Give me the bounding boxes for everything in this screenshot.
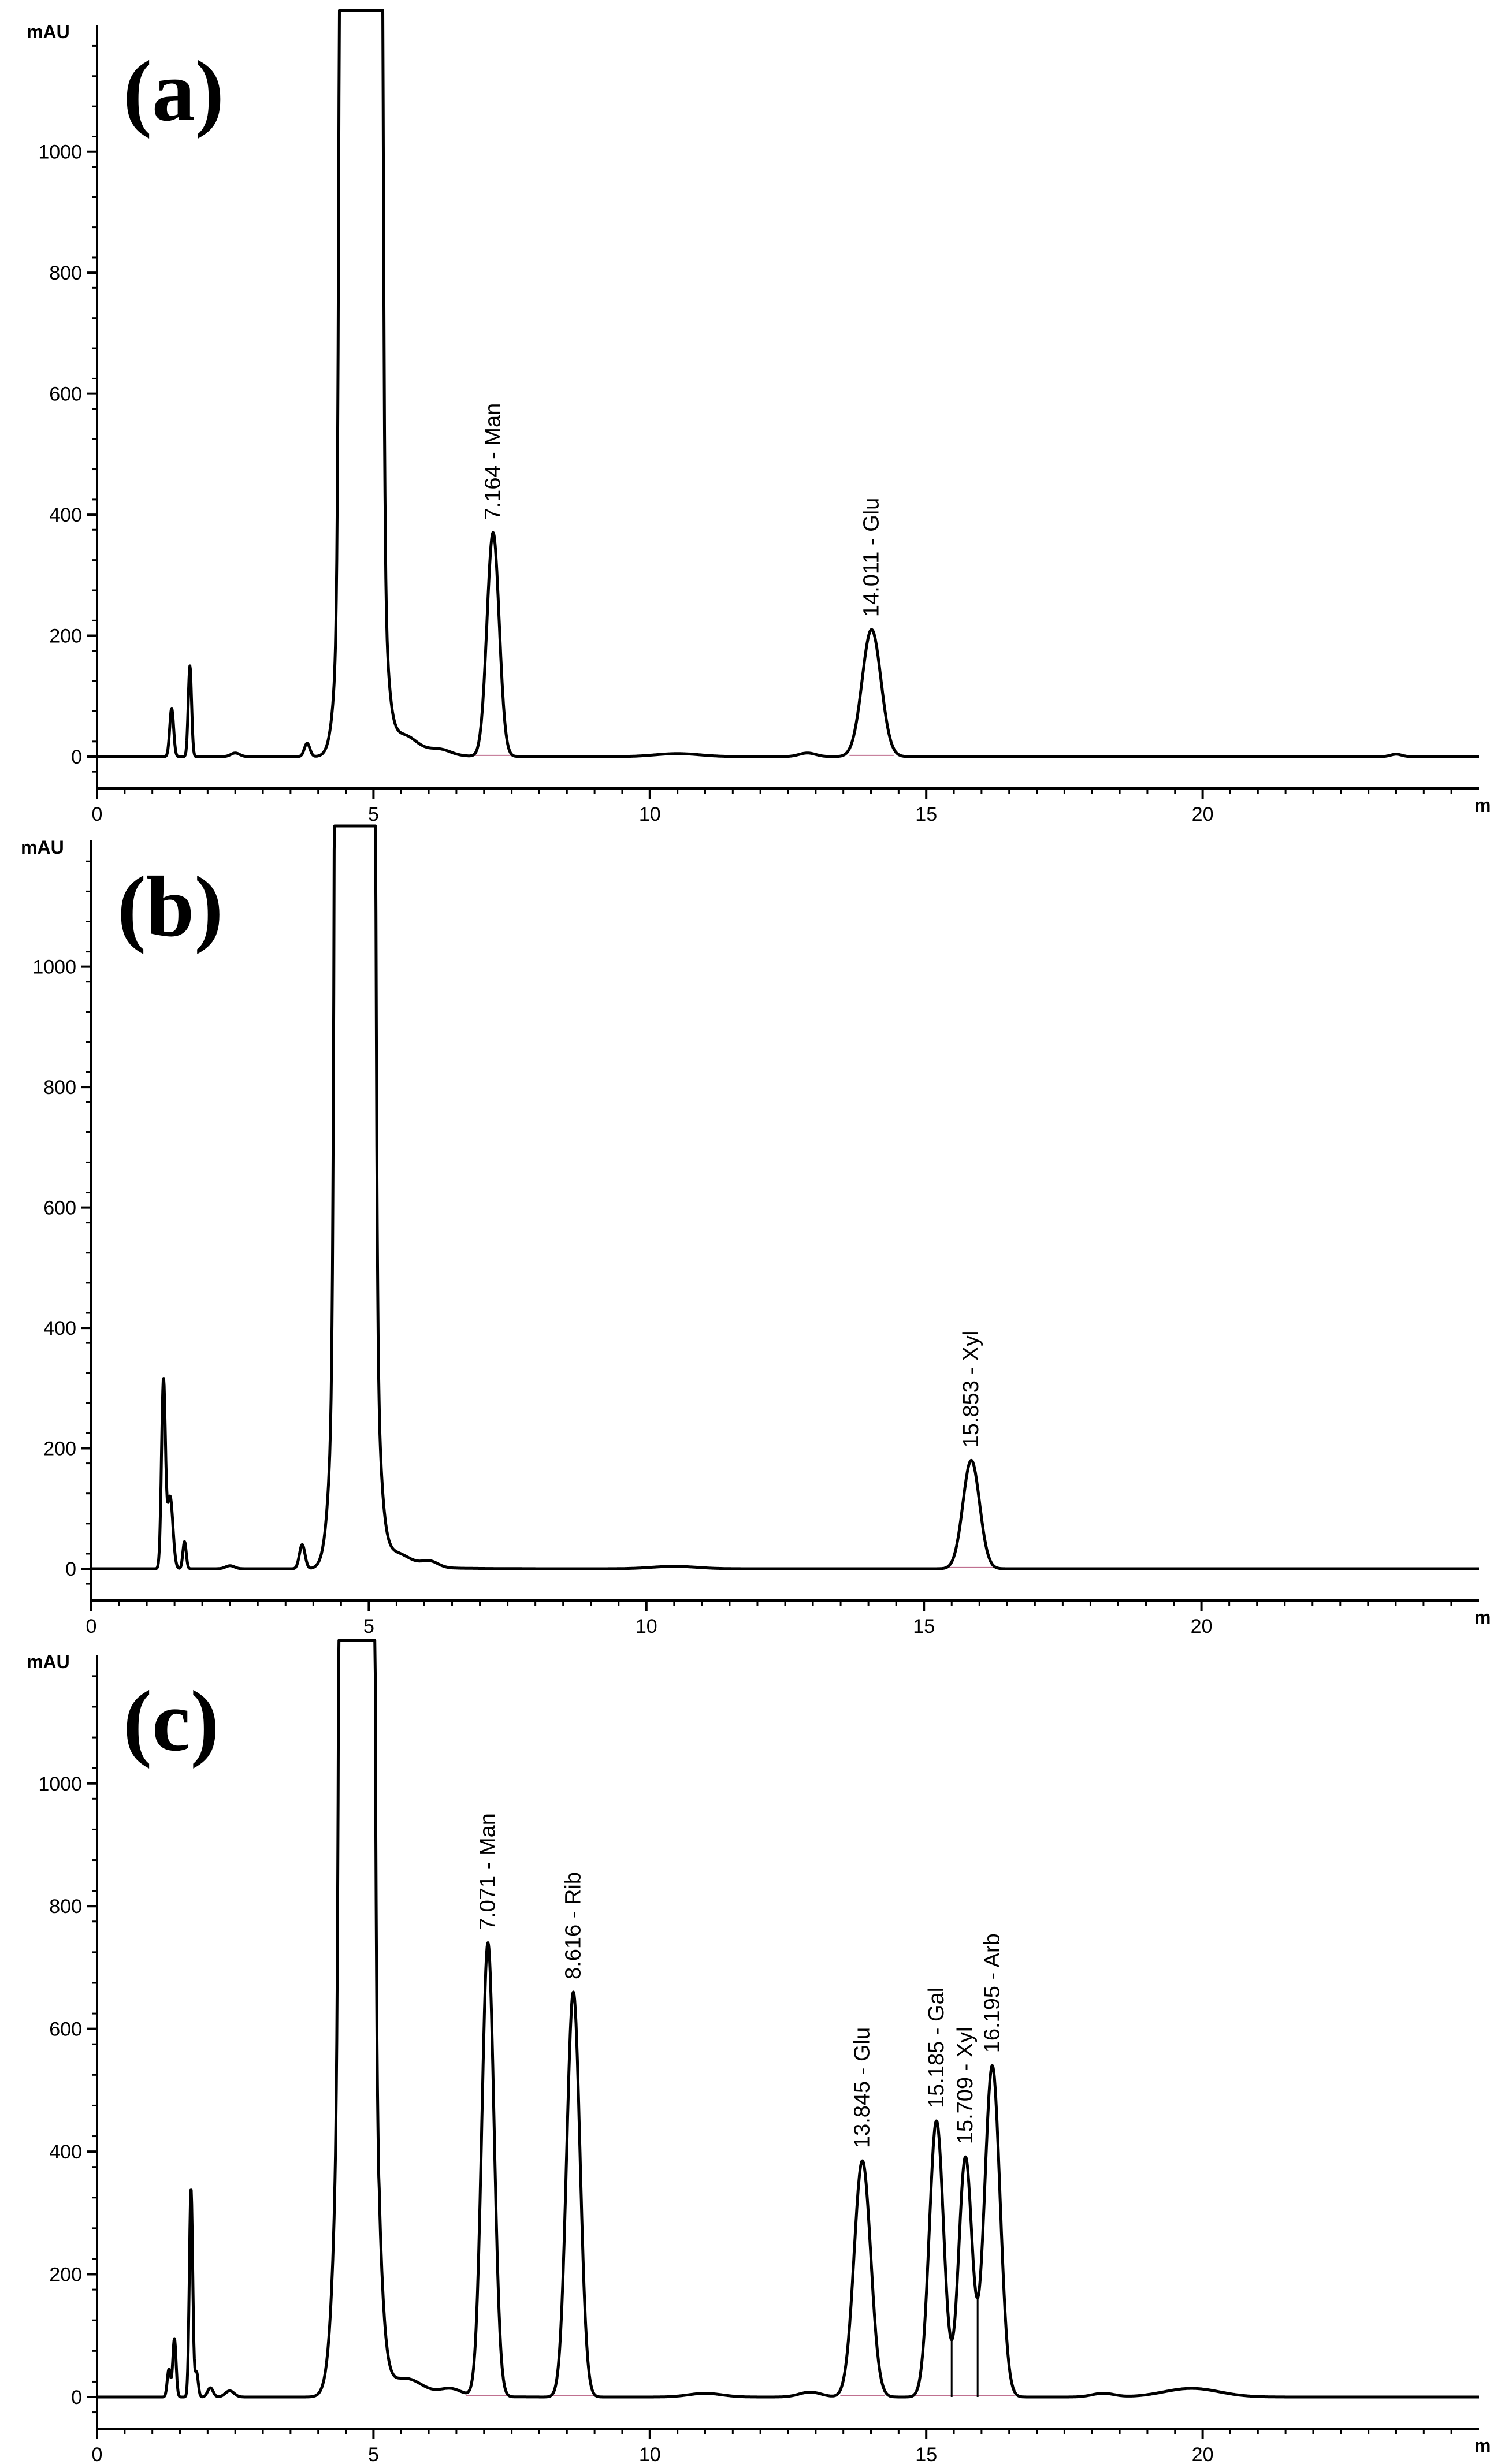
peak-label: 8.616 - Rib [561,1872,585,1979]
x-tick-label: 5 [363,1616,374,1637]
y-tick-label: 1000 [32,956,76,978]
y-axis-label: mAU [21,837,64,858]
panel-label: (c) [123,1673,219,1769]
x-axis-label: min [1474,1607,1490,1628]
x-tick-label: 5 [368,803,379,825]
panel-label: (a) [123,43,224,139]
x-tick-label: 10 [636,1616,657,1637]
x-axis-label: min [1474,795,1490,816]
chromatogram-trace [97,1639,1479,2399]
x-tick-label: 20 [1191,1616,1213,1637]
y-tick-label: 600 [43,1197,76,1219]
x-tick-label: 0 [92,803,103,825]
x-tick-label: 0 [86,1616,97,1637]
peak-label: 16.195 - Arb [980,1933,1005,2053]
x-tick-label: 20 [1192,803,1214,825]
y-tick-label: 800 [49,1896,82,1918]
x-tick-label: 10 [639,2444,661,2464]
y-tick-label: 800 [49,262,82,284]
x-tick-label: 20 [1192,2444,1214,2464]
chromatogram-trace [91,824,1479,1570]
x-tick-label: 0 [92,2444,103,2464]
y-tick-label: 1000 [38,142,82,163]
chromatogram-panel-0: 0 200 400 600 800 1000 0 5 10 15 20 mAU min 7.164 - M… [27,9,1490,825]
chromatogram-panel-2: 0 200 400 600 800 1000 0 5 10 15 20 mAU min 7.071 - M… [27,1639,1490,2464]
y-tick-label: 600 [49,2019,82,2041]
y-tick-label: 400 [49,504,82,526]
y-tick-label: 400 [49,2141,82,2163]
peak-label: 15.853 - Xyl [959,1331,983,1448]
chromatogram-trace [97,9,1479,758]
y-tick-label: 600 [49,384,82,405]
y-tick-label: 200 [49,626,82,647]
peak-label: 14.011 - Glu [860,498,884,617]
y-tick-label: 400 [43,1317,76,1339]
y-tick-label: 0 [71,2387,82,2409]
panel-label: (b) [117,859,223,955]
y-tick-label: 1000 [38,1773,82,1795]
y-tick-label: 800 [43,1077,76,1099]
x-tick-label: 15 [913,1616,935,1637]
y-tick-label: 200 [49,2264,82,2286]
y-tick-label: 200 [43,1438,76,1460]
peak-label: 15.709 - Xyl [953,2027,978,2144]
peak-label: 7.164 - Man [481,403,505,520]
x-axis-label: min [1474,2435,1490,2456]
x-tick-label: 15 [915,2444,937,2464]
peak-label: 13.845 - Glu [850,2027,875,2148]
x-tick-label: 10 [639,803,661,825]
chromatogram-panel-1: 0 200 400 600 800 1000 0 5 10 15 20 mAU min 15.853 - … [21,824,1490,1637]
peak-label: 15.185 - Gal [924,1987,949,2108]
x-tick-label: 5 [368,2444,379,2464]
y-tick-label: 0 [71,746,82,768]
y-axis-label: mAU [27,21,70,42]
y-tick-label: 0 [65,1558,76,1580]
peak-label: 7.071 - Man [476,1813,500,1930]
y-axis-label: mAU [27,1651,70,1672]
x-tick-label: 15 [915,803,937,825]
